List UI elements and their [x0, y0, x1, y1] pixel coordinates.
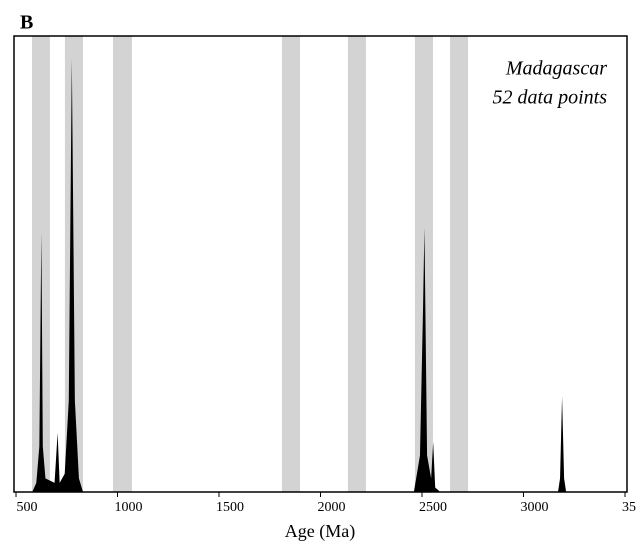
x-tick-label: 1000 [115, 500, 143, 515]
x-tick-label: 2000 [318, 500, 346, 515]
age-band [113, 36, 132, 492]
panel-label: B [20, 12, 33, 34]
age-band [32, 36, 50, 492]
x-tick-label: 3500 [622, 500, 636, 515]
x-tick-label: 500 [17, 500, 38, 515]
x-tick-label: 2500 [419, 500, 447, 515]
x-tick-label: 1500 [216, 500, 244, 515]
x-tick-label: 3000 [521, 500, 549, 515]
annotation: Madagascar [505, 58, 607, 80]
age-band [450, 36, 469, 492]
age-band [281, 36, 300, 492]
density-area [16, 58, 625, 493]
age-band [347, 36, 366, 492]
x-axis-label: Age (Ma) [285, 521, 355, 542]
annotation: 52 data points [493, 87, 608, 109]
